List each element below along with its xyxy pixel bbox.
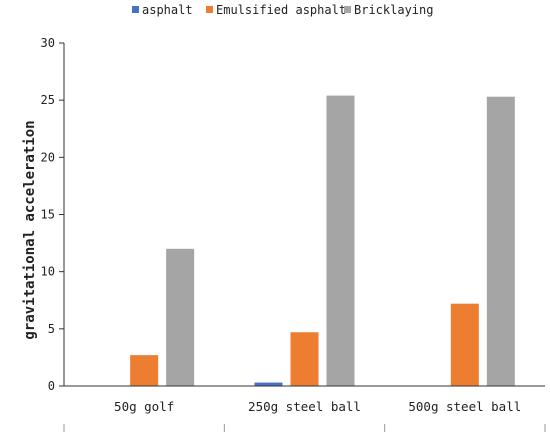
legend-label: Bricklaying <box>354 3 433 17</box>
x-axis: 50g golf 250g steel ball 500g steel ball <box>63 385 546 432</box>
y-tick-label: 10 <box>41 265 55 279</box>
x-tick-label: 500g steel ball <box>408 399 521 414</box>
y-tick-label: 25 <box>41 93 55 107</box>
y-axis: 0 5 10 15 20 25 30 <box>41 36 65 393</box>
legend-swatch <box>344 6 351 13</box>
y-tick-label: 5 <box>48 322 55 336</box>
bar-emulsified-asphalt <box>450 303 479 386</box>
x-tick-label: 50g golf <box>114 399 174 414</box>
y-tick-label: 30 <box>41 36 55 50</box>
bar-emulsified-asphalt <box>130 355 159 386</box>
bar-bricklaying <box>326 95 355 387</box>
legend-swatch <box>206 6 213 13</box>
legend-label: Emulsified asphalt <box>216 3 346 17</box>
x-tick-label: 250g steel ball <box>248 399 361 414</box>
bar-bricklaying <box>486 96 515 386</box>
bar-asphalt <box>254 382 283 386</box>
bar-bricklaying <box>166 248 195 386</box>
y-tick-label: 20 <box>41 150 55 164</box>
bars <box>130 95 515 387</box>
y-tick-label: 15 <box>41 208 55 222</box>
y-tick-label: 0 <box>48 379 55 393</box>
bar-emulsified-asphalt <box>290 332 319 386</box>
legend: asphalt Emulsified asphalt Bricklaying <box>132 3 433 17</box>
y-axis-label: gravitational acceleration <box>22 120 38 339</box>
legend-swatch <box>132 6 139 13</box>
legend-label: asphalt <box>142 3 193 17</box>
